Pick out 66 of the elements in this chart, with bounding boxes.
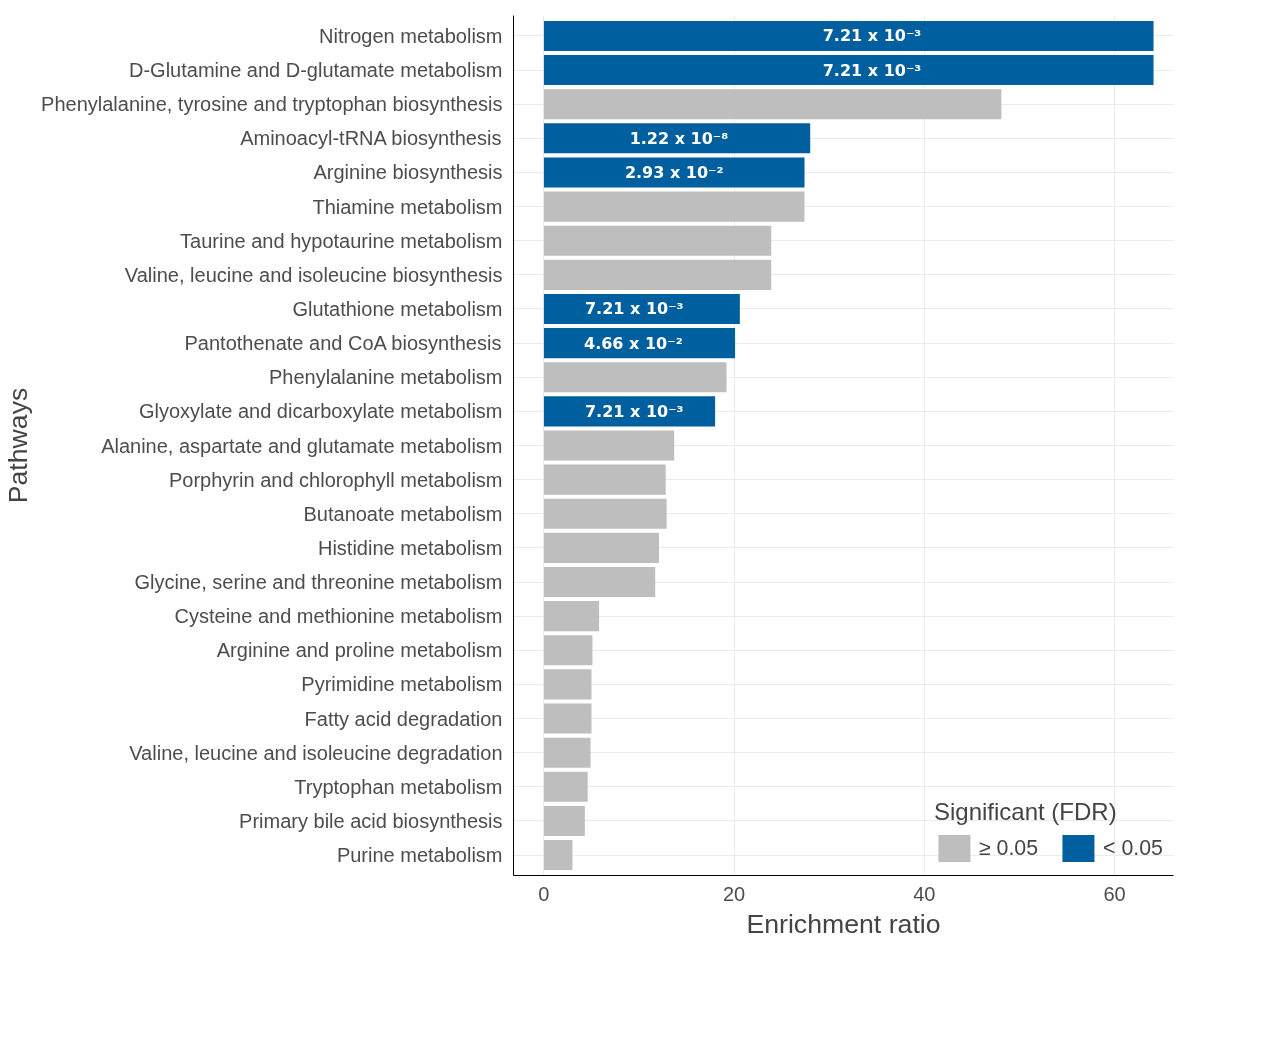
y-tick-label: Arginine biosynthesis (313, 161, 503, 184)
bar (543, 703, 592, 734)
annotation: 4.66 x 10⁻² (584, 333, 683, 353)
annotation: 1.22 x 10⁻⁸ (629, 128, 729, 148)
y-tick-label: Alanine, aspartate and glutamate metabolism (101, 434, 503, 457)
y-tick-label: Glutathione metabolism (292, 297, 503, 320)
y-tick-label: D-Glutamine and D-glutamate metabolism (129, 59, 503, 82)
y-tick-label: Arginine and proline metabolism (216, 639, 503, 662)
bar (543, 498, 667, 529)
bar (543, 840, 573, 871)
legend-label: < 0.05 (1103, 835, 1163, 861)
bar (543, 293, 740, 325)
y-tick-label: Thiamine metabolism (312, 195, 503, 218)
bar (543, 771, 588, 802)
bar (543, 259, 772, 290)
annotation: 7.21 x 10⁻³ (584, 401, 684, 421)
bar (543, 123, 811, 154)
y-tick-label: Nitrogen metabolism (319, 24, 503, 47)
legend-title: Significant (FDR) (933, 798, 1118, 826)
bar (543, 737, 591, 768)
annotation: 7.21 x 10⁻³ (584, 299, 684, 319)
legend-label: ≥ 0.05 (978, 835, 1039, 861)
y-tick-label: Glycine, serine and threonine metabolism (134, 571, 503, 594)
bar (543, 396, 716, 427)
bar (543, 55, 1154, 86)
y-tick-label: Aminoacyl-tRNA biosynthesis (240, 127, 502, 150)
y-tick-label: Phenylalanine, tyrosine and tryptophan biosynthesis (41, 93, 503, 116)
bar (543, 669, 592, 700)
y-tick-label: Fatty acid degradation (304, 707, 503, 730)
bar (543, 601, 600, 632)
bar (543, 362, 727, 393)
y-tick-label: Tryptophan metabolism (294, 775, 503, 798)
y-tick-label: Pyrimidine metabolism (301, 673, 503, 696)
x-tick-label: 40 (913, 882, 936, 905)
y-tick-label: Glyoxylate and dicarboxylate metabolism (138, 400, 503, 423)
y-tick-label: Cysteine and methionine metabolism (174, 605, 503, 628)
bar (543, 532, 659, 563)
x-axis-title: Enrichment ratio (746, 908, 941, 939)
bar (543, 191, 805, 222)
y-tick-label: Porphyrin and chlorophyll metabolism (169, 468, 503, 491)
bar (543, 20, 1154, 51)
y-tick-label: Valine, leucine and isoleucine degradation (129, 741, 503, 764)
bar (543, 430, 675, 461)
y-tick-label: Phenylalanine metabolism (269, 366, 503, 389)
y-axis-title: Pathways (3, 387, 34, 504)
bar (543, 225, 772, 256)
bar (543, 566, 656, 598)
annotation: 7.21 x 10⁻³ (822, 26, 922, 46)
bar (543, 157, 805, 188)
y-tick-label: Purine metabolism (336, 844, 503, 867)
y-tick-label: Taurine and hypotaurine metabolism (180, 229, 503, 252)
y-tick-label: Valine, leucine and isoleucine biosynthesis (124, 263, 503, 286)
annotation: 7.21 x 10⁻³ (822, 60, 922, 80)
bar (543, 328, 736, 359)
annotation: 2.93 x 10⁻² (624, 162, 724, 182)
x-tick-label: 60 (1103, 882, 1126, 905)
y-tick-label: Histidine metabolism (317, 536, 503, 559)
y-tick-label: Primary bile acid biosynthesis (239, 809, 503, 832)
bar (543, 464, 666, 495)
y-tick-label: Pantothenate and CoA biosynthesis (184, 332, 502, 355)
x-tick-label: 0 (538, 882, 550, 905)
x-tick-label: 20 (723, 882, 746, 905)
bar (543, 805, 585, 836)
bar (543, 635, 593, 666)
y-tick-label: Butanoate metabolism (303, 502, 503, 525)
bar (543, 89, 1002, 120)
